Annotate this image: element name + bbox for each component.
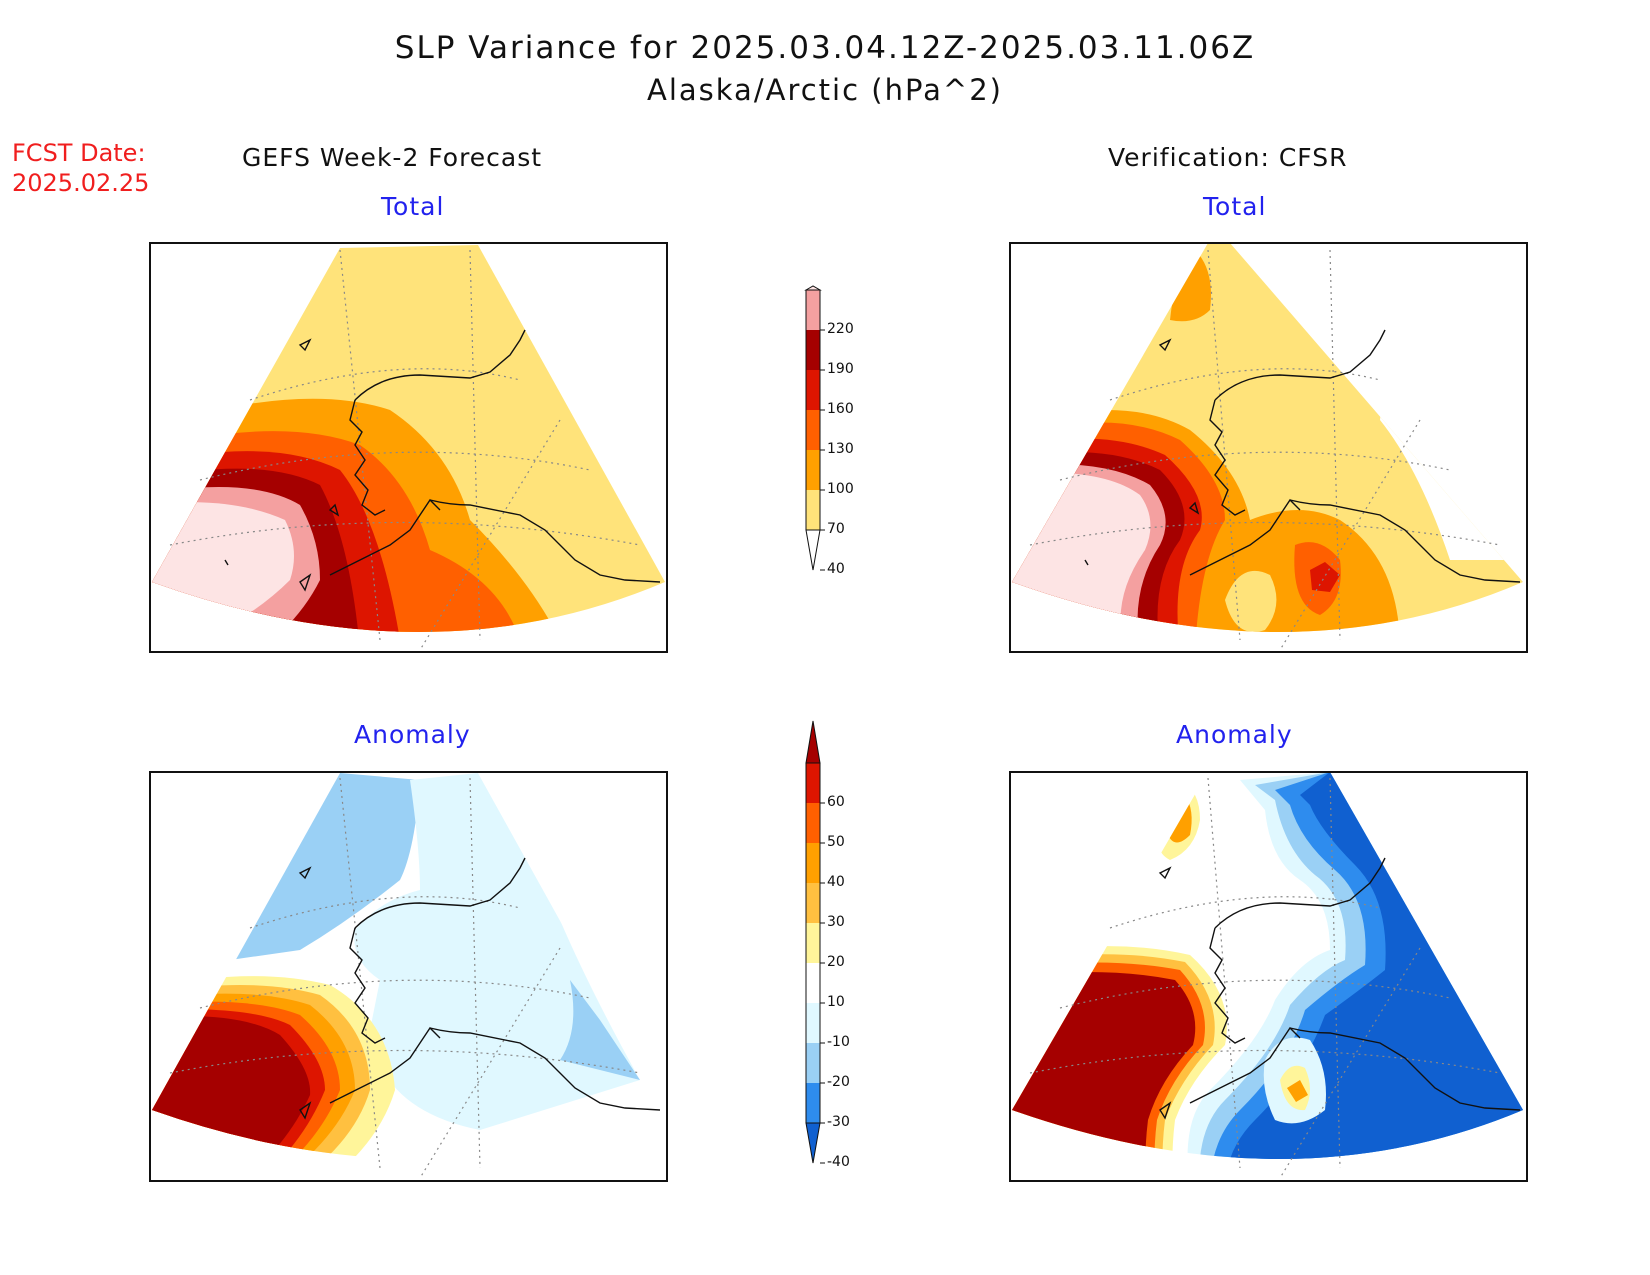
colorbar-tick-label: 70 (827, 521, 845, 537)
colorbar-segment (806, 410, 820, 450)
colorbar-segment (806, 330, 820, 370)
map-panel-gefs-total (152, 245, 665, 651)
colorbar-segment (806, 1043, 820, 1083)
left-column-title: GEFS Week-2 Forecast (242, 143, 543, 172)
map-panel-cfsr-anomaly (1012, 772, 1523, 1179)
colorbar-tick-label: 160 (827, 401, 854, 417)
coastline (1084, 329, 1521, 583)
map-panel-gefs-anomaly (152, 773, 665, 1179)
colorbar-segment (806, 803, 820, 843)
colorbar-segment (806, 490, 820, 530)
colorbar-segment (806, 290, 820, 330)
map-frame-bottom-right (1009, 771, 1528, 1182)
graticule (1029, 777, 1501, 1179)
figure-title: SLP Variance for 2025.03.04.12Z-2025.03.… (394, 30, 1256, 66)
coastline (224, 329, 661, 592)
figure-subtitle: Alaska/Arctic (hPa^2) (647, 73, 1003, 107)
colorbar-segment (806, 883, 820, 923)
map-frame-top-left (149, 242, 668, 653)
colorbar-segment (806, 450, 820, 490)
colorbar-cap-top (805, 720, 821, 764)
map-frame-top-right (1009, 242, 1528, 653)
colorbar-segment (806, 923, 820, 963)
right-column-title: Verification: CFSR (1108, 143, 1348, 172)
colorbar-segment (806, 1083, 820, 1123)
colorbar-tick-label: 50 (827, 834, 845, 850)
graticule (169, 777, 641, 1179)
panel-label-anomaly-left: Anomaly (354, 720, 471, 749)
coastline (1158, 857, 1521, 1120)
colorbar-tick-label: 20 (827, 954, 845, 970)
colorbar-cap-bottom (805, 1122, 821, 1164)
colorbar-tick-label: 10 (827, 994, 845, 1010)
colorbar-segment (806, 370, 820, 410)
panel-label-anomaly-right: Anomaly (1176, 720, 1293, 749)
fcst-date-label: FCST Date: (12, 139, 146, 167)
colorbar-segment (806, 963, 820, 1003)
map-panel-cfsr-total (1012, 243, 1523, 651)
panel-label-total-left: Total (381, 192, 445, 221)
colorbar-total (804, 285, 825, 571)
fcst-date-value: 2025.02.25 (12, 169, 150, 197)
colorbar-cap-top (804, 285, 822, 291)
coastline (298, 857, 661, 1120)
panel-label-total-right: Total (1203, 192, 1267, 221)
colorbar-tick-label: -20 (827, 1074, 850, 1090)
colorbar-anomaly (805, 720, 825, 1164)
graticule (1029, 249, 1501, 651)
colorbar-segment (806, 1003, 820, 1043)
colorbar-tick-label: -40 (827, 1154, 850, 1170)
colorbar-tick-label: -10 (827, 1034, 850, 1050)
colorbar-tick-label: 30 (827, 914, 845, 930)
colorbar-tick-label: 130 (827, 441, 854, 457)
colorbar-tick-label: 190 (827, 361, 854, 377)
colorbar-tick-label: 40 (827, 874, 845, 890)
graticule (169, 249, 641, 651)
colorbar-tick-label: 60 (827, 794, 845, 810)
colorbar-segment (806, 763, 820, 803)
colorbar-tick-label: -30 (827, 1114, 850, 1130)
colorbar-tick-label: 100 (827, 481, 854, 497)
map-frame-bottom-left (149, 771, 668, 1182)
colorbar-tick-label: 40 (827, 561, 845, 577)
colorbar-cap-bottom (805, 529, 821, 571)
colorbar-tick-label: 220 (827, 321, 854, 337)
colorbar-segment (806, 843, 820, 883)
